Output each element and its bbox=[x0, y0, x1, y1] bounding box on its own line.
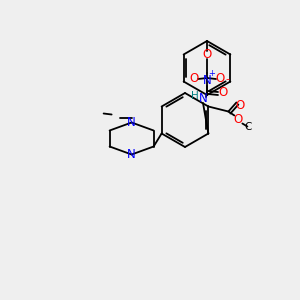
Text: O: O bbox=[189, 73, 199, 85]
Text: -: - bbox=[225, 74, 229, 84]
Text: O: O bbox=[215, 73, 225, 85]
Text: N: N bbox=[127, 148, 136, 161]
Text: N: N bbox=[127, 116, 136, 129]
Text: O: O bbox=[218, 86, 228, 100]
Text: O: O bbox=[236, 99, 245, 112]
Text: H: H bbox=[191, 91, 199, 101]
Text: N: N bbox=[199, 92, 207, 104]
Text: C: C bbox=[245, 122, 252, 133]
Text: N: N bbox=[202, 74, 211, 88]
Text: +: + bbox=[208, 70, 215, 79]
Text: O: O bbox=[234, 113, 243, 126]
Text: O: O bbox=[202, 49, 211, 62]
